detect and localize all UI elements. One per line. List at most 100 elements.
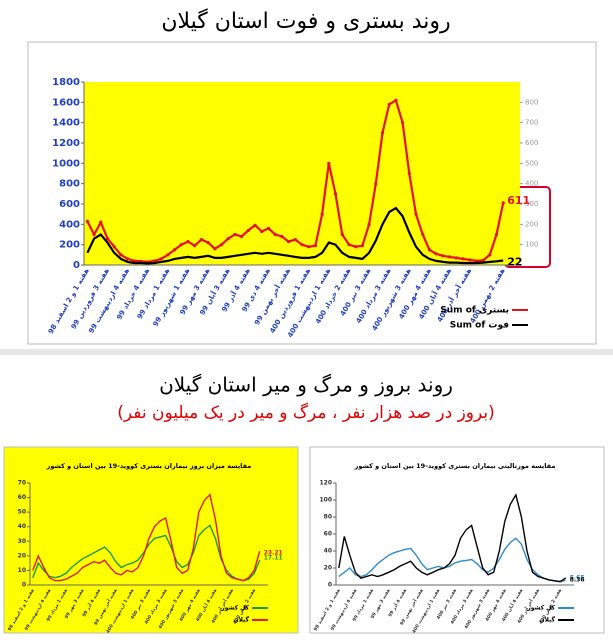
point [179, 243, 183, 247]
point [327, 161, 331, 165]
point [307, 245, 311, 249]
y-tick-label: 80 [324, 514, 332, 521]
y-tick-label: 1600 [52, 97, 80, 108]
point [380, 131, 385, 135]
point [333, 192, 338, 196]
point [501, 201, 505, 205]
point [233, 232, 237, 237]
y-tick-label: 200 [59, 240, 80, 251]
point [387, 102, 391, 106]
point [354, 245, 358, 249]
point [112, 245, 116, 249]
point [481, 258, 485, 263]
point [126, 257, 130, 261]
y-tick-label: 50 [18, 509, 26, 516]
series-line [338, 493, 567, 583]
point [407, 171, 411, 176]
y-tick-label: 0 [22, 582, 26, 589]
point [132, 259, 136, 263]
y-tick-label: 20 [324, 565, 332, 572]
legend-label: Sum of فوت [450, 321, 509, 331]
y-tick-label: 1400 [52, 118, 80, 129]
point [401, 121, 405, 125]
series-line [32, 493, 261, 582]
data-label: 17.11 [264, 555, 283, 562]
data-label: 611 [507, 194, 530, 207]
y-tick-label: 40 [324, 548, 332, 555]
point [461, 257, 465, 261]
heading: روند بستری و فوت استان گیلان [161, 8, 450, 34]
y-tick-label: 400 [59, 219, 80, 230]
series-line [338, 537, 566, 583]
data-label: 5.65 [570, 575, 585, 582]
point [421, 232, 425, 237]
point [253, 223, 257, 227]
subheading: (بروز در صد هزار نفر ، مرگ و میر در یک م… [117, 402, 495, 423]
point [394, 98, 398, 102]
point [488, 253, 492, 257]
point [300, 243, 304, 247]
point [246, 228, 250, 233]
y-tick-label: 120 [319, 480, 332, 487]
legend-label: Sum of بستری [440, 306, 509, 316]
point [240, 234, 244, 239]
y2-tick-label: 200 [525, 220, 538, 228]
y-tick-label: 600 [59, 199, 80, 210]
y-tick-label: 40 [18, 523, 26, 530]
point [199, 237, 203, 242]
y-tick-label: 100 [319, 497, 332, 504]
y-tick-label: 1000 [52, 158, 80, 169]
y2-tick-label: 100 [525, 241, 538, 249]
point [447, 255, 452, 259]
point [414, 212, 418, 216]
point [105, 236, 110, 241]
point [313, 244, 318, 248]
y-tick-label: 1200 [52, 138, 80, 149]
data-label: 22 [507, 256, 522, 269]
data-label: 8.36 [570, 576, 585, 583]
point [99, 220, 103, 224]
y-tick-label: 800 [59, 179, 80, 190]
y2-tick-label: 800 [525, 98, 538, 106]
point [286, 240, 291, 244]
series-line [86, 206, 504, 265]
legend-label: گیلان [539, 616, 555, 624]
point [468, 258, 472, 262]
point [159, 257, 163, 261]
legend-label: کل کشور [220, 605, 249, 612]
point [427, 248, 432, 252]
point [340, 232, 344, 237]
point [434, 252, 438, 256]
point [374, 182, 378, 186]
point [260, 229, 264, 234]
y-tick-label: 20 [18, 552, 26, 559]
point [474, 259, 478, 263]
y-tick-label: 70 [18, 480, 26, 487]
point [213, 247, 217, 251]
point [226, 236, 230, 241]
y-tick-label: 10 [18, 567, 26, 574]
point [494, 232, 499, 237]
y-tick-label: 30 [18, 538, 26, 545]
point [273, 232, 277, 237]
data-label: 23.21 [264, 550, 283, 557]
point [280, 234, 284, 239]
y2-tick-label: 300 [525, 200, 538, 208]
y-tick-label: 0 [73, 260, 80, 271]
y-tick-label: 60 [18, 494, 26, 501]
point [85, 219, 89, 223]
plot-area [336, 483, 574, 585]
point [360, 244, 364, 248]
divider [0, 349, 613, 355]
heading: روند بروز و مرگ و میر استان گیلان [159, 373, 453, 397]
point [441, 254, 445, 258]
point [166, 253, 170, 257]
chart-title: مقایسه میزان بروز بیماران بستری کووید-19… [46, 462, 252, 470]
legend-label: گیلان [233, 616, 249, 624]
y-tick-label: 1800 [52, 77, 80, 88]
point [186, 240, 190, 244]
point [172, 248, 177, 252]
y-tick-label: 60 [324, 531, 332, 538]
point [92, 232, 96, 237]
